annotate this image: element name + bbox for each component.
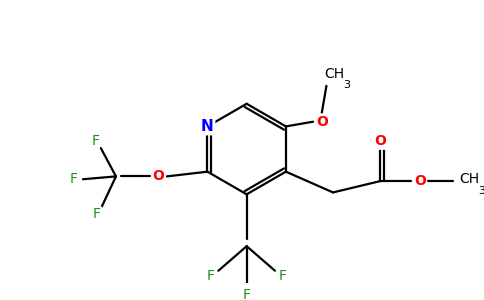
Text: CH: CH <box>325 67 345 81</box>
Text: N: N <box>201 119 214 134</box>
Text: F: F <box>207 269 215 284</box>
Text: F: F <box>93 207 101 221</box>
Text: F: F <box>242 288 251 300</box>
Text: F: F <box>91 134 99 148</box>
Text: O: O <box>374 134 386 148</box>
Text: CH: CH <box>459 172 480 186</box>
Text: O: O <box>316 115 328 129</box>
Text: F: F <box>70 172 77 186</box>
Text: F: F <box>278 269 287 284</box>
Text: O: O <box>414 174 426 188</box>
Text: O: O <box>152 169 165 183</box>
Text: 3: 3 <box>478 186 484 196</box>
Text: 3: 3 <box>344 80 350 90</box>
